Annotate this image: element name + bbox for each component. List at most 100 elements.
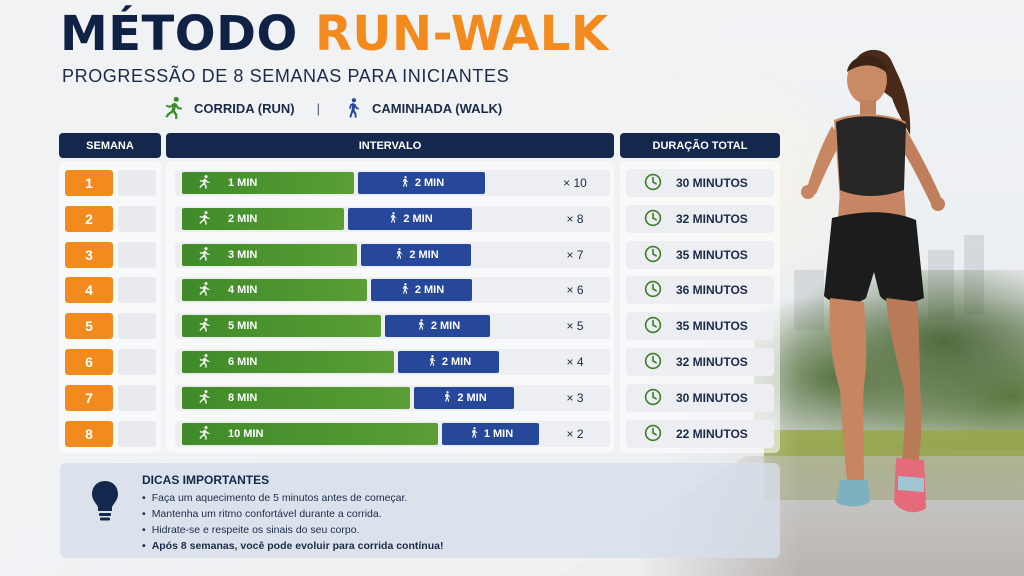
week-spacer bbox=[118, 242, 156, 268]
total-duration-label: 32 MINUTOS bbox=[676, 355, 748, 369]
tip-item: Hidrate-se e respeite os sinais do seu c… bbox=[142, 522, 443, 538]
walk-interval-bar: 2 MIN bbox=[361, 244, 471, 266]
tips-box: DICAS IMPORTANTES Faça um aquecimento de… bbox=[60, 463, 780, 558]
lightbulb-icon bbox=[92, 481, 118, 521]
walking-person-icon bbox=[426, 353, 438, 371]
week-number: 8 bbox=[65, 421, 113, 447]
running-person-icon bbox=[196, 425, 212, 444]
clock-icon bbox=[644, 245, 662, 266]
repetitions-label: × 5 bbox=[566, 319, 584, 333]
legend-run-label: CORRIDA (RUN) bbox=[194, 100, 295, 116]
total-duration-label: 36 MINUTOS bbox=[676, 283, 748, 297]
interval-column-header: INTERVALO bbox=[166, 133, 614, 158]
week-number: 1 bbox=[65, 170, 113, 196]
tips-title: DICAS IMPORTANTES bbox=[142, 473, 270, 487]
walking-person-icon bbox=[441, 389, 453, 407]
walking-person-icon bbox=[348, 98, 360, 118]
run-duration-label: 5 MIN bbox=[228, 320, 258, 332]
run-duration-label: 1 MIN bbox=[228, 177, 258, 189]
running-person-icon bbox=[165, 96, 182, 119]
run-interval-bar: 5 MIN bbox=[182, 315, 381, 337]
total-duration-label: 30 MINUTOS bbox=[676, 176, 748, 190]
running-person-icon bbox=[196, 353, 212, 372]
page-title: MÉTODO RUN-WALK bbox=[60, 6, 609, 62]
total-duration-cell: 22 MINUTOS bbox=[626, 420, 774, 448]
walk-duration-label: 2 MIN bbox=[403, 213, 433, 225]
walk-interval-bar: 2 MIN bbox=[348, 208, 472, 230]
walk-interval-bar: 2 MIN bbox=[371, 279, 472, 301]
run-duration-label: 3 MIN bbox=[228, 249, 258, 261]
run-duration-label: 10 MIN bbox=[228, 428, 264, 440]
week-spacer bbox=[118, 385, 156, 411]
run-interval-bar: 4 MIN bbox=[182, 279, 367, 301]
clock-icon bbox=[644, 388, 662, 409]
walk-duration-label: 2 MIN bbox=[430, 320, 461, 332]
run-interval-bar: 1 MIN bbox=[182, 172, 354, 194]
run-interval-bar: 8 MIN bbox=[182, 387, 410, 409]
run-duration-label: 4 MIN bbox=[228, 284, 258, 296]
duration-column-header: DURAÇÃO TOTAL bbox=[620, 133, 780, 158]
week-spacer bbox=[118, 277, 156, 303]
week-spacer bbox=[118, 206, 156, 232]
title-part-method: MÉTODO bbox=[60, 6, 298, 62]
total-duration-cell: 32 MINUTOS bbox=[626, 348, 774, 376]
run-duration-label: 6 MIN bbox=[228, 356, 258, 368]
repetitions-label: × 7 bbox=[566, 248, 584, 262]
running-person-icon bbox=[196, 174, 212, 193]
clock-icon bbox=[644, 173, 662, 194]
walking-person-icon bbox=[399, 281, 411, 299]
week-number: 7 bbox=[65, 385, 113, 411]
walk-duration-label: 1 MIN bbox=[483, 428, 514, 440]
total-duration-cell: 36 MINUTOS bbox=[626, 276, 774, 304]
title-part-runwalk: RUN-WALK bbox=[314, 6, 609, 62]
walk-interval-bar: 2 MIN bbox=[414, 387, 514, 409]
total-duration-cell: 32 MINUTOS bbox=[626, 205, 774, 233]
run-duration-label: 8 MIN bbox=[228, 392, 258, 404]
total-duration-cell: 30 MINUTOS bbox=[626, 169, 774, 197]
walk-interval-bar: 2 MIN bbox=[398, 351, 499, 373]
total-duration-cell: 35 MINUTOS bbox=[626, 312, 774, 340]
week-column-header: SEMANA bbox=[59, 133, 161, 158]
page-subtitle: PROGRESSÃO DE 8 SEMANAS PARA INICIANTES bbox=[62, 66, 510, 86]
run-interval-bar: 3 MIN bbox=[182, 244, 357, 266]
tip-item: Após 8 semanas, você pode evoluir para c… bbox=[142, 538, 444, 554]
repetitions-label: × 8 bbox=[566, 212, 584, 226]
walk-duration-label: 2 MIN bbox=[414, 177, 445, 189]
week-spacer bbox=[118, 349, 156, 375]
walking-person-icon bbox=[399, 174, 411, 192]
total-duration-cell: 30 MINUTOS bbox=[626, 384, 774, 412]
legend-walk-label: CAMINHADA (WALK) bbox=[372, 100, 503, 116]
walking-person-icon bbox=[468, 425, 480, 443]
walking-person-icon bbox=[387, 210, 399, 228]
week-number: 2 bbox=[65, 206, 113, 232]
run-interval-bar: 6 MIN bbox=[182, 351, 394, 373]
run-duration-label: 2 MIN bbox=[228, 213, 258, 225]
week-spacer bbox=[118, 170, 156, 196]
clock-icon bbox=[644, 280, 662, 301]
total-duration-label: 35 MINUTOS bbox=[676, 248, 748, 262]
running-person-icon bbox=[196, 389, 212, 408]
walk-interval-bar: 2 MIN bbox=[358, 172, 485, 194]
clock-icon bbox=[644, 424, 662, 445]
running-person-icon bbox=[196, 281, 212, 300]
week-spacer bbox=[118, 313, 156, 339]
running-person-icon bbox=[196, 246, 212, 265]
week-number: 4 bbox=[65, 277, 113, 303]
walking-person-icon bbox=[393, 246, 405, 264]
walk-duration-label: 2 MIN bbox=[409, 249, 439, 261]
tips-list: Faça um aquecimento de 5 minutos antes d… bbox=[142, 490, 444, 554]
walk-interval-bar: 2 MIN bbox=[385, 315, 490, 337]
week-number: 3 bbox=[65, 242, 113, 268]
week-spacer bbox=[118, 421, 156, 447]
walk-duration-label: 2 MIN bbox=[414, 284, 445, 296]
legend-separator: | bbox=[316, 100, 321, 116]
week-number: 6 bbox=[65, 349, 113, 375]
total-duration-label: 30 MINUTOS bbox=[676, 391, 748, 405]
tip-item: Mantenha um ritmo confortável durante a … bbox=[142, 506, 443, 522]
runner-photo bbox=[801, 49, 945, 513]
running-person-icon bbox=[196, 317, 212, 336]
clock-icon bbox=[644, 352, 662, 373]
total-duration-label: 32 MINUTOS bbox=[676, 212, 748, 226]
running-person-icon bbox=[196, 210, 212, 229]
legend: CORRIDA (RUN) | CAMINHADA (WALK) bbox=[160, 94, 502, 122]
